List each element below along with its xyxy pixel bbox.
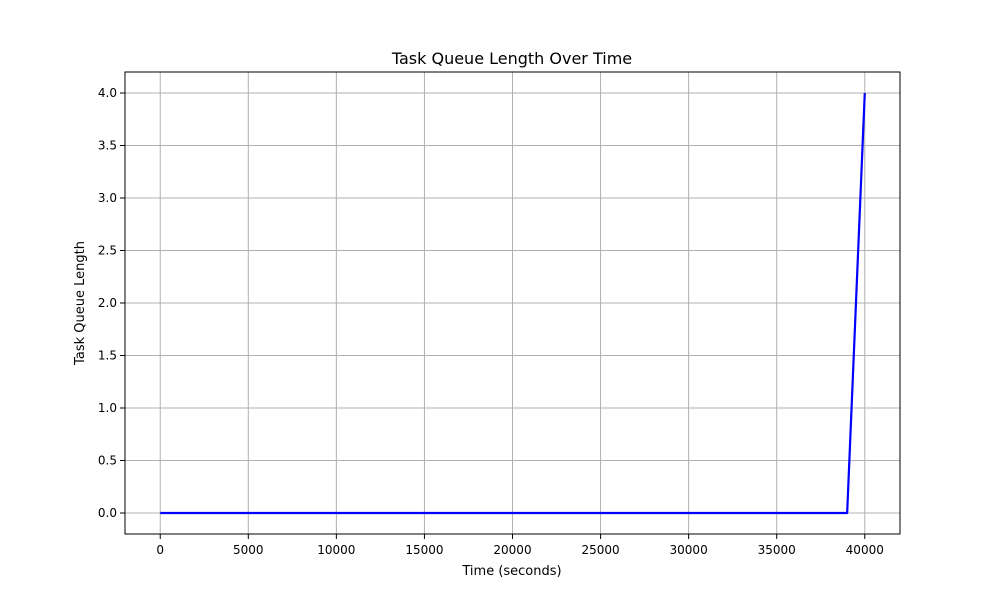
x-tick-label: 25000 — [581, 543, 619, 557]
x-tick-label: 5000 — [233, 543, 264, 557]
y-axis-label: Task Queue Length — [73, 241, 88, 366]
x-tick-label: 20000 — [493, 543, 531, 557]
x-tick-label: 30000 — [670, 543, 708, 557]
y-tick-label: 1.5 — [98, 349, 117, 363]
y-tick-label: 2.5 — [98, 244, 117, 258]
series-line — [160, 92, 866, 515]
plot-frame — [124, 71, 901, 535]
axis-ticks: 0 5000 10000 15000 20000 25000 30000 35000 40000… — [98, 86, 884, 557]
y-tick-label: 3.0 — [98, 191, 117, 205]
x-tick-label: 15000 — [405, 543, 443, 557]
chart-title: Task Queue Length Over Time — [391, 49, 632, 68]
x-axis-label: Time (seconds) — [461, 564, 561, 579]
x-tick-label: 0 — [156, 543, 164, 557]
x-tick-label: 10000 — [317, 543, 355, 557]
series-layer — [160, 92, 866, 515]
y-tick-label: 3.5 — [98, 139, 117, 153]
x-tick-label: 40000 — [846, 543, 884, 557]
y-tick-label: 2.0 — [98, 296, 117, 310]
y-tick-label: 4.0 — [98, 86, 117, 100]
y-tick-label: 0.5 — [98, 454, 117, 468]
y-tick-label: 1.0 — [98, 401, 117, 415]
grid — [125, 72, 900, 534]
y-tick-label: 0.0 — [98, 506, 117, 520]
x-tick-label: 35000 — [758, 543, 796, 557]
